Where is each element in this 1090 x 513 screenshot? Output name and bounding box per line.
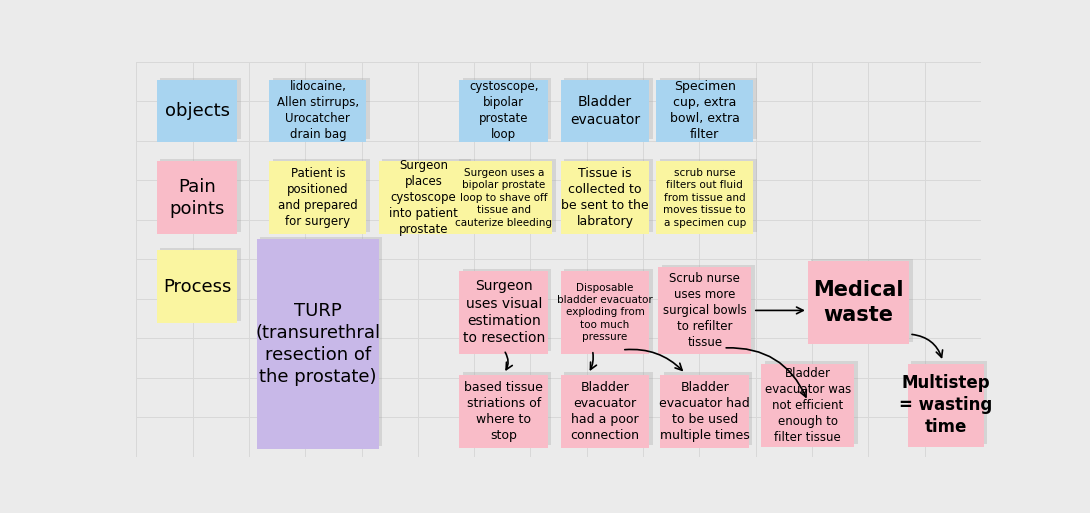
FancyBboxPatch shape (463, 268, 552, 351)
FancyBboxPatch shape (269, 161, 366, 234)
FancyBboxPatch shape (459, 271, 548, 354)
FancyBboxPatch shape (565, 372, 653, 445)
Text: Bladder
evacuator was
not efficient
enough to
filter tissue: Bladder evacuator was not efficient enou… (765, 367, 851, 444)
FancyBboxPatch shape (661, 374, 749, 448)
FancyBboxPatch shape (658, 267, 751, 354)
FancyBboxPatch shape (463, 372, 552, 445)
FancyBboxPatch shape (565, 268, 653, 351)
FancyBboxPatch shape (560, 161, 650, 234)
FancyBboxPatch shape (383, 159, 471, 232)
Text: Scrub nurse
uses more
surgical bowls
to refilter
tissue: Scrub nurse uses more surgical bowls to … (663, 272, 747, 349)
Text: Surgeon uses a
bipolar prostate
loop to shave off
tissue and
cauterize bleeding: Surgeon uses a bipolar prostate loop to … (456, 168, 553, 228)
FancyBboxPatch shape (656, 161, 753, 234)
FancyBboxPatch shape (811, 259, 912, 342)
FancyBboxPatch shape (662, 265, 754, 351)
FancyBboxPatch shape (560, 271, 650, 354)
FancyBboxPatch shape (911, 361, 986, 444)
FancyBboxPatch shape (808, 261, 909, 344)
Text: Specimen
cup, extra
bowl, extra
filter: Specimen cup, extra bowl, extra filter (670, 81, 740, 142)
Text: Bladder
evacuator had
to be used
multiple times: Bladder evacuator had to be used multipl… (659, 381, 750, 442)
FancyBboxPatch shape (256, 239, 379, 449)
FancyBboxPatch shape (664, 372, 752, 445)
FancyBboxPatch shape (269, 81, 366, 142)
FancyBboxPatch shape (379, 161, 468, 234)
Text: lidocaine,
Allen stirrups,
Urocatcher
drain bag: lidocaine, Allen stirrups, Urocatcher dr… (277, 81, 359, 142)
Text: Bladder
evacuator
had a poor
connection: Bladder evacuator had a poor connection (570, 381, 640, 442)
FancyBboxPatch shape (160, 248, 241, 321)
FancyBboxPatch shape (565, 159, 653, 232)
FancyBboxPatch shape (463, 78, 552, 139)
FancyBboxPatch shape (565, 78, 653, 139)
Text: Pain
points: Pain points (169, 177, 225, 218)
FancyBboxPatch shape (459, 81, 548, 142)
FancyBboxPatch shape (157, 161, 238, 234)
FancyBboxPatch shape (459, 374, 548, 448)
FancyBboxPatch shape (560, 81, 650, 142)
Text: Medical
waste: Medical waste (813, 280, 904, 325)
Text: Surgeon
uses visual
estimation
to resection: Surgeon uses visual estimation to resect… (462, 280, 545, 345)
Text: Tissue is
collected to
be sent to the
labratory: Tissue is collected to be sent to the la… (561, 167, 649, 228)
Text: objects: objects (165, 102, 230, 120)
FancyBboxPatch shape (908, 364, 983, 447)
Text: TURP
(transurethral
resection of
the prostate): TURP (transurethral resection of the pro… (255, 302, 380, 386)
Text: Surgeon
places
cystoscope
into patient
prostate: Surgeon places cystoscope into patient p… (389, 160, 458, 236)
Text: scrub nurse
filters out fluid
from tissue and
moves tissue to
a specimen cup: scrub nurse filters out fluid from tissu… (664, 168, 746, 228)
FancyBboxPatch shape (765, 361, 858, 444)
FancyBboxPatch shape (659, 159, 756, 232)
Text: Multistep
= wasting
time: Multistep = wasting time (899, 374, 992, 437)
Text: based tissue
striations of
where to
stop: based tissue striations of where to stop (464, 381, 543, 442)
Text: Bladder
evacuator: Bladder evacuator (570, 95, 640, 127)
FancyBboxPatch shape (272, 78, 370, 139)
FancyBboxPatch shape (761, 364, 855, 447)
FancyBboxPatch shape (261, 237, 383, 446)
Text: Process: Process (162, 278, 231, 295)
FancyBboxPatch shape (459, 159, 556, 232)
FancyBboxPatch shape (456, 161, 553, 234)
FancyBboxPatch shape (157, 81, 238, 142)
Text: Disposable
bladder evacuator
exploding from
too much
pressure: Disposable bladder evacuator exploding f… (557, 283, 653, 342)
FancyBboxPatch shape (160, 78, 241, 139)
FancyBboxPatch shape (272, 159, 370, 232)
FancyBboxPatch shape (659, 78, 756, 139)
FancyBboxPatch shape (656, 81, 753, 142)
FancyBboxPatch shape (560, 374, 650, 448)
FancyBboxPatch shape (157, 250, 238, 323)
Text: Patient is
positioned
and prepared
for surgery: Patient is positioned and prepared for s… (278, 167, 358, 228)
Text: cystoscope,
bipolar
prostate
loop: cystoscope, bipolar prostate loop (469, 81, 538, 142)
FancyBboxPatch shape (160, 159, 241, 232)
